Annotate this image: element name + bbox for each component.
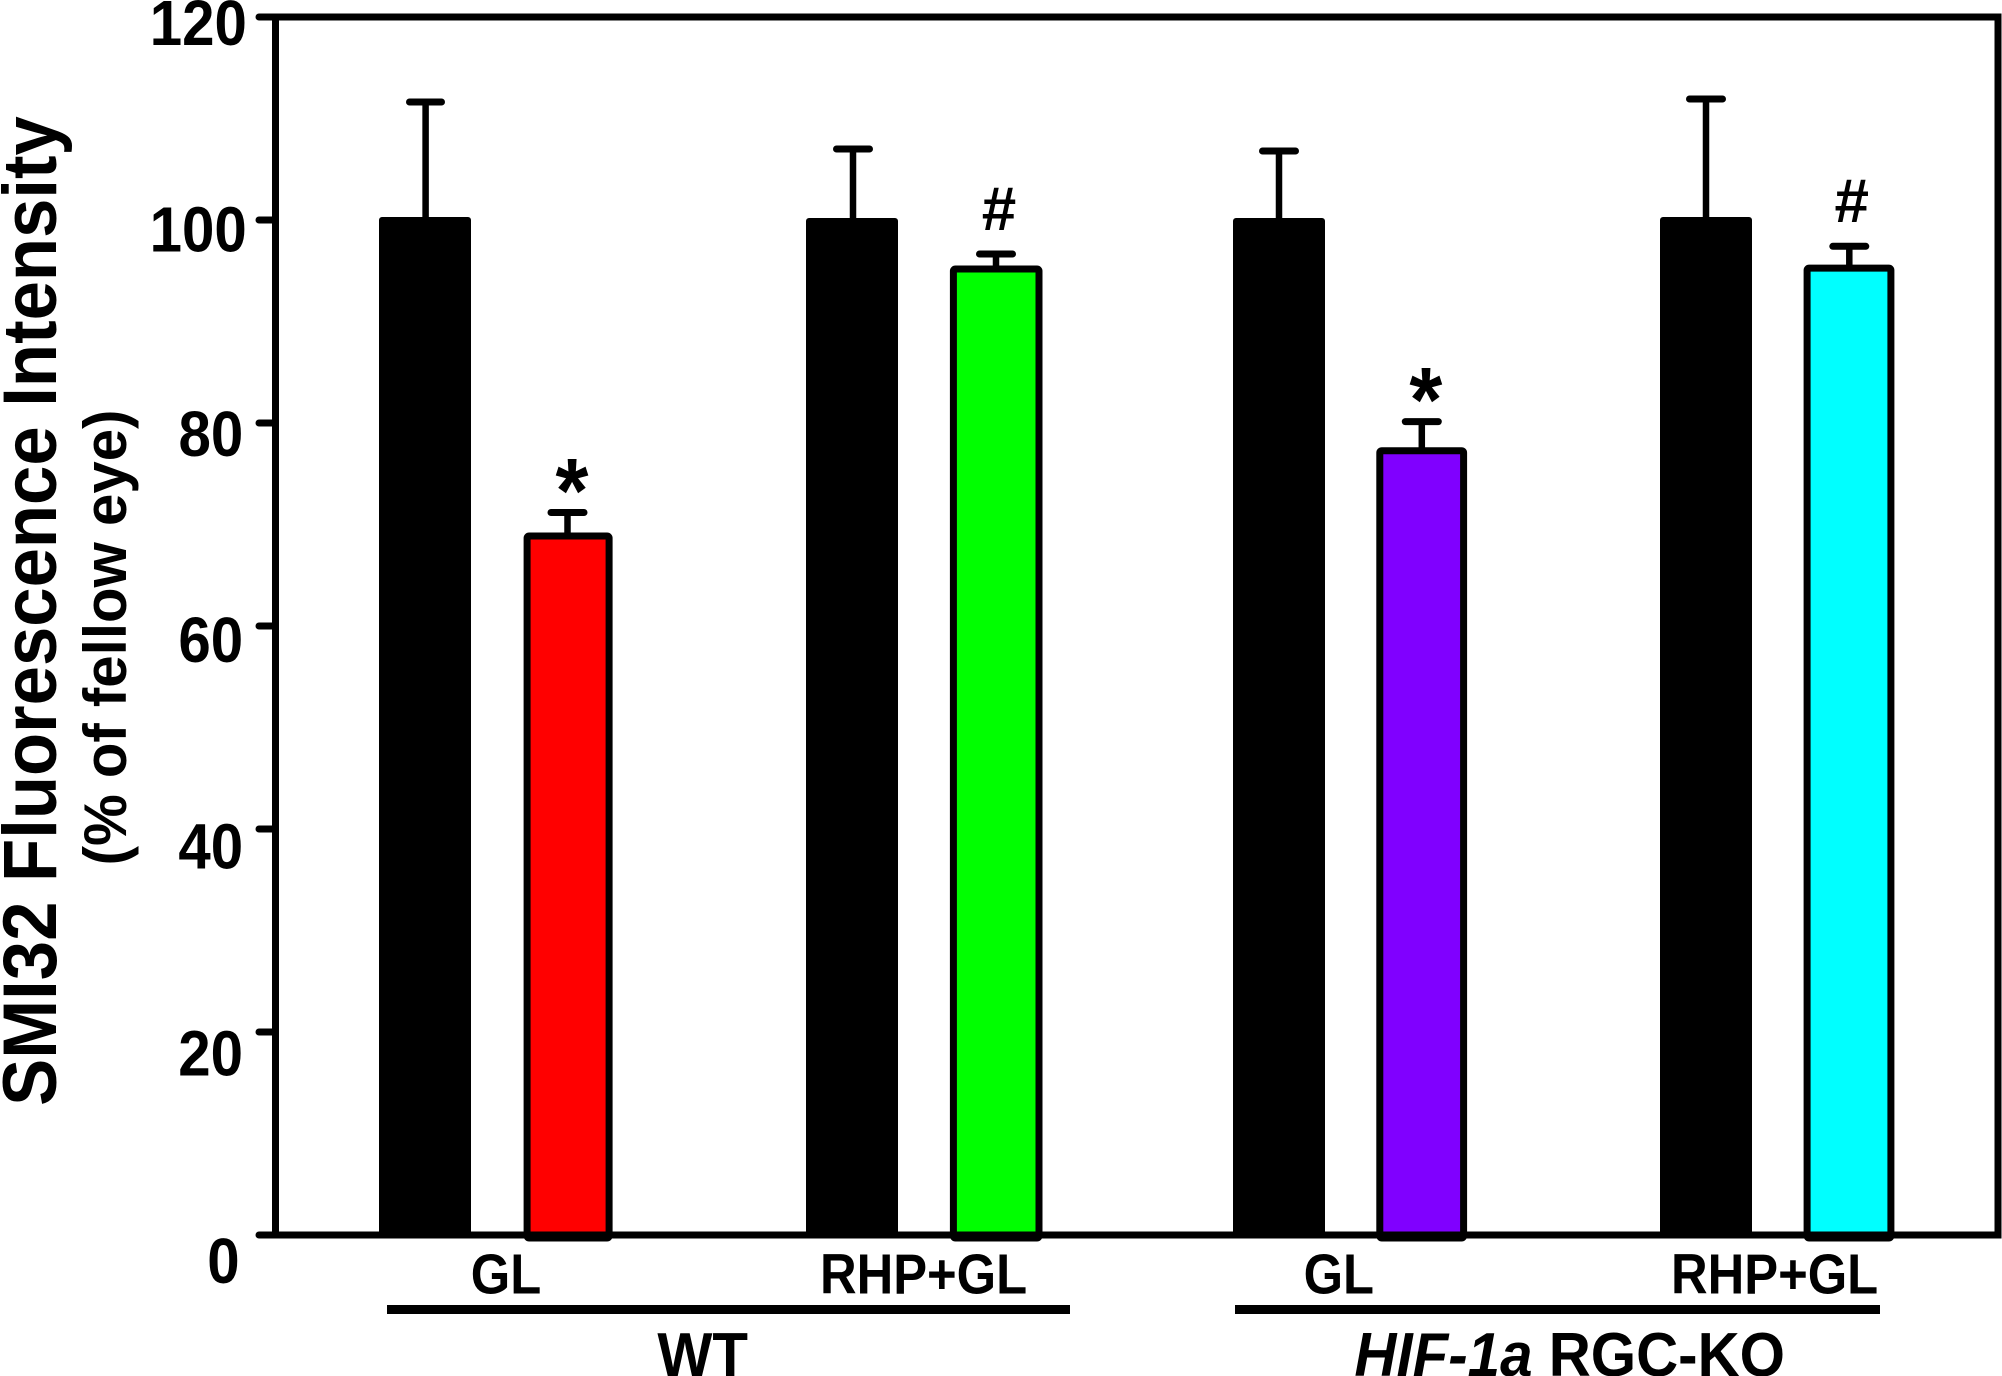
- svg-text:#: #: [1834, 167, 1868, 236]
- svg-text:*: *: [556, 439, 590, 542]
- svg-text:GL: GL: [471, 1243, 541, 1306]
- svg-text:RHP+GL: RHP+GL: [1671, 1243, 1878, 1306]
- svg-text:60: 60: [178, 605, 243, 676]
- svg-text:SMI32 Fluorescence Intensity: SMI32 Fluorescence Intensity: [0, 116, 73, 1106]
- svg-text:RHP+GL: RHP+GL: [820, 1243, 1027, 1306]
- svg-text:40: 40: [178, 811, 243, 882]
- svg-text:WT: WT: [657, 1320, 748, 1376]
- svg-text:#: #: [982, 175, 1016, 244]
- svg-text:0: 0: [207, 1225, 239, 1296]
- svg-text:20: 20: [178, 1018, 243, 1089]
- svg-text:*: *: [1409, 348, 1443, 451]
- svg-text:100: 100: [150, 194, 247, 265]
- svg-text:80: 80: [179, 398, 244, 469]
- svg-text:GL: GL: [1304, 1243, 1374, 1306]
- svg-text:(% of fellow eye): (% of fellow eye): [71, 410, 139, 866]
- svg-text:120: 120: [150, 0, 247, 59]
- svg-text:HIF-1a RGC-KO: HIF-1a RGC-KO: [1354, 1320, 1785, 1376]
